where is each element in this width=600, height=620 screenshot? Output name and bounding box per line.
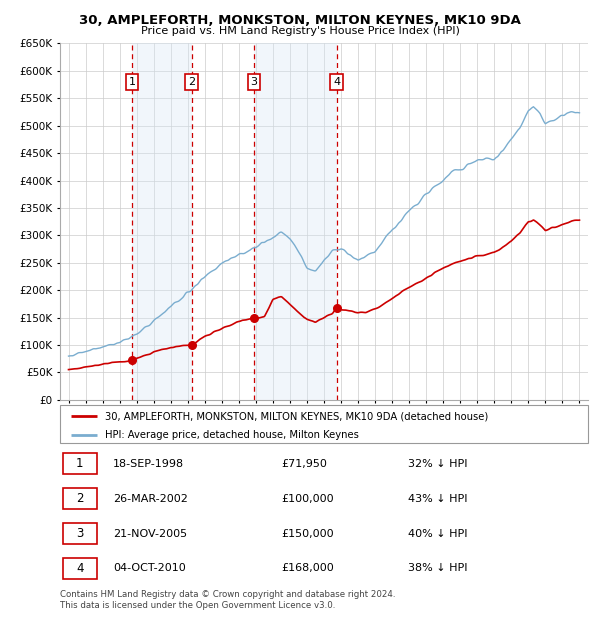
Text: £71,950: £71,950 (282, 459, 328, 469)
Text: 38% ↓ HPI: 38% ↓ HPI (409, 564, 468, 574)
FancyBboxPatch shape (62, 453, 97, 474)
Text: 26-MAR-2002: 26-MAR-2002 (113, 494, 188, 503)
Text: 4: 4 (76, 562, 83, 575)
Text: £100,000: £100,000 (282, 494, 334, 503)
FancyBboxPatch shape (62, 489, 97, 509)
Text: 30, AMPLEFORTH, MONKSTON, MILTON KEYNES, MK10 9DA (detached house): 30, AMPLEFORTH, MONKSTON, MILTON KEYNES,… (105, 412, 488, 422)
Text: 21-NOV-2005: 21-NOV-2005 (113, 529, 187, 539)
Bar (132, 43, 191, 400)
Text: 40% ↓ HPI: 40% ↓ HPI (409, 529, 468, 539)
Text: £168,000: £168,000 (282, 564, 335, 574)
Text: 4: 4 (333, 77, 340, 87)
Bar (254, 43, 337, 400)
Text: 2: 2 (188, 77, 195, 87)
Text: 2: 2 (76, 492, 83, 505)
Text: 04-OCT-2010: 04-OCT-2010 (113, 564, 185, 574)
Text: Contains HM Land Registry data © Crown copyright and database right 2024.
This d: Contains HM Land Registry data © Crown c… (60, 590, 395, 609)
Text: £150,000: £150,000 (282, 529, 334, 539)
Text: 43% ↓ HPI: 43% ↓ HPI (409, 494, 468, 503)
Text: 1: 1 (128, 77, 136, 87)
Text: 1: 1 (76, 458, 83, 471)
Text: 3: 3 (251, 77, 257, 87)
Text: 18-SEP-1998: 18-SEP-1998 (113, 459, 184, 469)
FancyBboxPatch shape (60, 405, 588, 443)
Text: HPI: Average price, detached house, Milton Keynes: HPI: Average price, detached house, Milt… (105, 430, 359, 440)
FancyBboxPatch shape (62, 558, 97, 579)
FancyBboxPatch shape (62, 523, 97, 544)
Text: Price paid vs. HM Land Registry's House Price Index (HPI): Price paid vs. HM Land Registry's House … (140, 26, 460, 36)
Text: 32% ↓ HPI: 32% ↓ HPI (409, 459, 468, 469)
Text: 30, AMPLEFORTH, MONKSTON, MILTON KEYNES, MK10 9DA: 30, AMPLEFORTH, MONKSTON, MILTON KEYNES,… (79, 14, 521, 27)
Text: 3: 3 (76, 527, 83, 540)
